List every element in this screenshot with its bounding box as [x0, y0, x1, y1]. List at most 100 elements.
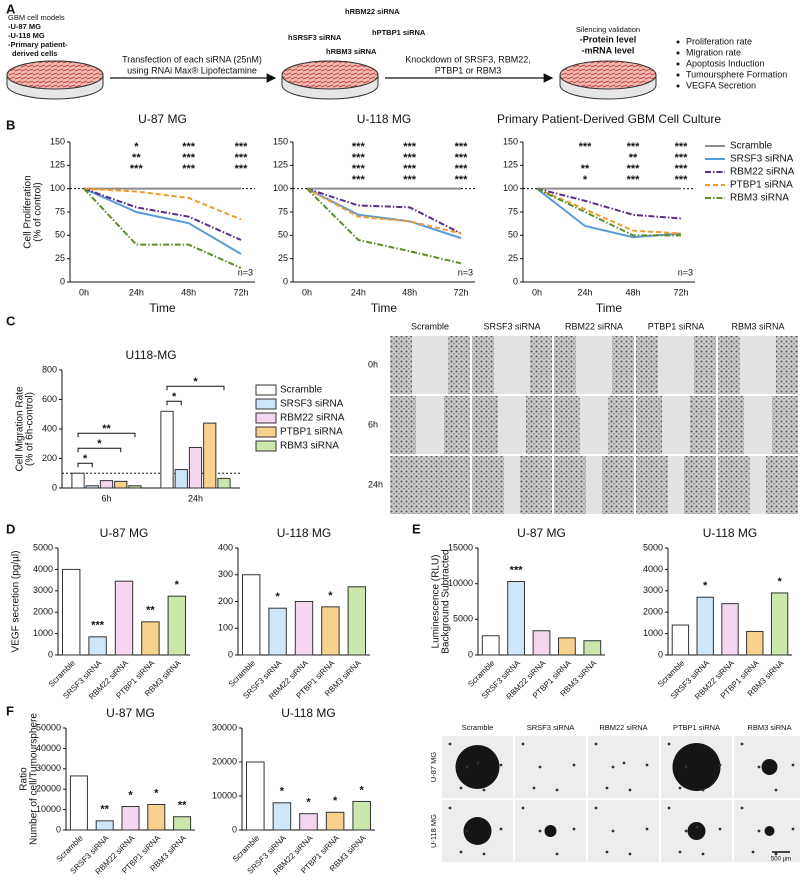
y-tick-label: 100	[503, 183, 518, 193]
cell	[701, 852, 705, 856]
bullet	[676, 40, 680, 44]
significance: ***	[627, 174, 641, 186]
significance: ***	[403, 141, 417, 153]
y-axis-label: (% of 6h-control)	[25, 392, 36, 466]
cell	[718, 827, 722, 831]
significance: ***	[627, 163, 641, 175]
assay-text: VEGFA Secretion	[686, 80, 756, 90]
chart-title: U-87 MG	[100, 526, 149, 540]
y-axis-label: Number of cell/Tumoursphere	[29, 713, 40, 845]
chart-title: U-118 MG	[281, 706, 335, 720]
y-tick-label: 75	[55, 206, 65, 216]
image-row-label: U-87 MG	[429, 752, 438, 783]
sirna-label: hPTBP1 siRNA	[372, 28, 426, 37]
dish-top	[281, 60, 379, 90]
scale-bar-label: 500 µm	[771, 857, 791, 863]
panel-labels: A B C D E F	[6, 1, 421, 718]
y-tick-label: 150	[50, 136, 65, 146]
diagram-text: Knockdown of SRSF3, RBM22,	[405, 54, 531, 64]
y-tick-label: 25	[508, 253, 518, 263]
y-tick-label: 2000	[643, 607, 663, 617]
sirna-label: hSRSF3 siRNA	[288, 33, 342, 42]
wound-gap	[580, 396, 608, 454]
y-tick-label: 75	[508, 206, 518, 216]
cell	[499, 827, 503, 831]
cell	[611, 829, 615, 833]
micrographs: Scramble SRSF3 siRNA RBM22 siRNA PTBP1 siRN…	[368, 321, 800, 863]
chart-title: U-87 MG	[517, 526, 566, 540]
dish-top	[6, 60, 104, 90]
wound-gap	[744, 396, 772, 454]
cell	[684, 829, 688, 833]
diagram-text: GBM cell models	[8, 13, 65, 22]
series-line	[83, 187, 242, 221]
diagram-text: -U-118 MG	[8, 31, 45, 40]
significance: **	[178, 800, 187, 812]
cell	[521, 742, 525, 746]
bar	[88, 636, 107, 656]
bar	[272, 802, 292, 831]
y-tick-label: 800	[42, 364, 57, 374]
significance: ***	[579, 141, 593, 153]
image-row-label: U-118 MG	[429, 814, 438, 848]
diagram-text: using RNAi Max® Lipofectamine	[127, 65, 257, 75]
cell	[572, 827, 576, 831]
bar	[299, 813, 318, 831]
image-row-label: 24h	[368, 479, 383, 489]
cell	[740, 806, 744, 810]
y-tick-label: 10000	[448, 578, 473, 588]
tumoursphere	[455, 745, 500, 789]
x-tick-label: 72h	[453, 287, 468, 297]
y-axis-label: (% of control)	[33, 182, 44, 241]
bar	[61, 568, 81, 656]
legend-label: PTBP1 siRNA	[730, 180, 793, 191]
cell	[594, 806, 598, 810]
legend-label: RBM3 siRNA	[280, 441, 339, 452]
significance: *	[175, 579, 180, 591]
x-axis-label: Time	[149, 301, 176, 315]
bar	[174, 469, 188, 489]
wound-gap	[412, 336, 448, 394]
cell	[555, 788, 559, 792]
wound-gap	[658, 336, 694, 394]
y-tick-label: 150	[273, 136, 288, 146]
y-tick-label: 100	[273, 183, 288, 193]
significance: *	[360, 784, 365, 796]
y-tick-label: 30000	[212, 722, 237, 732]
significance: **	[132, 152, 141, 164]
cell	[459, 850, 463, 854]
cell	[499, 763, 503, 767]
cell	[740, 742, 744, 746]
x-tick-label: 24h	[351, 287, 366, 297]
diagram-text: -Protein level	[580, 34, 637, 44]
y-tick-label: 75	[278, 206, 288, 216]
significance: **	[629, 152, 638, 164]
significance: ***	[352, 141, 366, 153]
y-tick-label: 30000	[36, 763, 61, 773]
annotation: n=3	[458, 267, 473, 277]
panel-label: E	[412, 521, 421, 536]
bar	[85, 485, 99, 489]
y-tick-label: 20000	[36, 784, 61, 794]
cell	[622, 761, 626, 765]
series-line	[83, 187, 242, 255]
diagram-text: -mRNA level	[582, 45, 635, 55]
x-axis-label: Time	[371, 301, 398, 315]
significance: ***	[403, 163, 417, 175]
significance: ***	[403, 174, 417, 186]
significance: *	[172, 391, 177, 403]
significance: ***	[182, 141, 196, 153]
y-tick-label: 100	[218, 623, 233, 633]
series-line	[83, 187, 242, 269]
cell	[757, 765, 761, 769]
legend-label: RBM22 siRNA	[730, 167, 795, 178]
y-tick-label: 40000	[36, 743, 61, 753]
x-tick-label: 72h	[233, 287, 248, 297]
significance: *	[280, 786, 285, 798]
significance: *	[275, 591, 280, 603]
y-tick-label: 125	[273, 160, 288, 170]
series-line	[536, 187, 682, 220]
chart-title: Primary Patient-Derived GBM Cell Culture	[497, 112, 721, 126]
bar	[241, 574, 261, 656]
